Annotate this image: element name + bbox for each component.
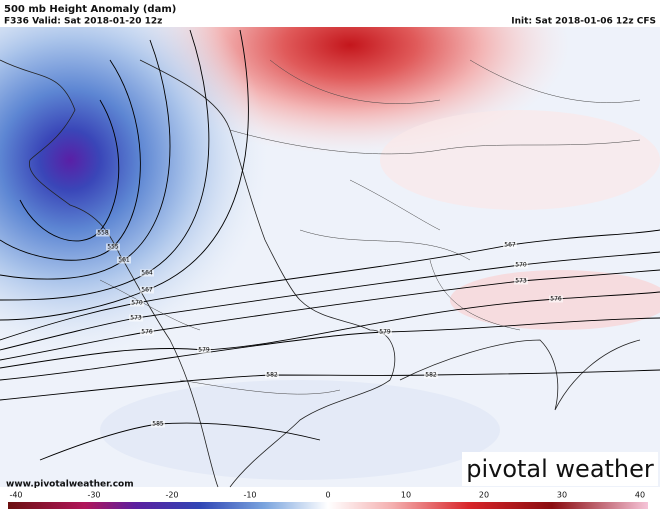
colorbar-tick-label: -40: [9, 491, 22, 500]
contour-label-bg: [197, 346, 211, 354]
contour-line: [0, 317, 660, 381]
map-title: 500 mb Height Anomaly (dam): [4, 4, 176, 15]
contour-line: [0, 269, 660, 361]
colorbar-tick-label: 10: [401, 491, 411, 500]
contour-line: [0, 251, 660, 351]
contour-label-bg: [129, 314, 143, 322]
watermark: www.pivotalweather.com: [6, 480, 134, 490]
contour-label: 558: [97, 230, 109, 237]
contour-label: 576: [141, 329, 153, 336]
colorbar-tick-label: 0: [325, 491, 330, 500]
contour-label: 579: [198, 347, 210, 354]
colorbar: [8, 502, 648, 509]
contour-label-bg: [424, 371, 438, 379]
contour-line: [0, 39, 171, 280]
contour-label: 567: [141, 287, 153, 294]
contour-label-bg: [140, 269, 154, 277]
contour-label-bg: [514, 261, 528, 269]
contour-label: 561: [118, 257, 130, 264]
contour-label-bg: [151, 420, 165, 428]
colorbar-tick-label: 20: [479, 491, 489, 500]
logo: pivotal weather: [466, 455, 654, 483]
contour-label-bg: [265, 371, 279, 379]
contour-label-bg: [117, 256, 131, 264]
colorbar-tick-label: -10: [243, 491, 256, 500]
contour-label-bg: [514, 277, 528, 285]
contour-label-bg: [130, 299, 144, 307]
contour-label: 582: [266, 372, 278, 379]
contour-line: [0, 229, 660, 341]
init-time: Init: Sat 2018-01-06 12z CFS: [511, 17, 656, 27]
contour-label-bg: [378, 328, 392, 336]
contour-label-bg: [96, 229, 110, 237]
colorbar-tick-label: -20: [165, 491, 178, 500]
valid-time: F336 Valid: Sat 2018-01-20 12z: [4, 17, 162, 27]
contour-line: [0, 369, 660, 401]
contour-line: [0, 29, 210, 301]
contour-label-bg: [549, 295, 563, 303]
contour-label: 576: [550, 296, 562, 303]
contour-label: 579: [379, 329, 391, 336]
contour-label-bg: [503, 241, 517, 249]
colorbar-tick-label: 30: [557, 491, 567, 500]
colorbar-tick-label: 40: [635, 491, 645, 500]
contour-line: [0, 29, 249, 321]
contour-label: 585: [152, 421, 164, 428]
contour-line: [0, 291, 660, 369]
contour-label: 582: [425, 372, 437, 379]
contour-label-bg: [140, 286, 154, 294]
contour-label-bg: [140, 328, 154, 336]
contour-label: 570: [131, 300, 143, 307]
map-area: 558 555 561 564 567 570 573 576 579 582 585 567 570 5…: [0, 27, 660, 488]
contour-label: 573: [130, 315, 142, 322]
contour-label-bg: [106, 243, 120, 251]
contour-label: 564: [141, 270, 153, 277]
contour-line: [0, 59, 141, 261]
contour-label: 570: [515, 262, 527, 269]
contour-label: 567: [504, 242, 516, 249]
colorbar-tick-label: -30: [87, 491, 100, 500]
contour-label: 555: [107, 244, 119, 251]
contour-label: 573: [515, 278, 527, 285]
